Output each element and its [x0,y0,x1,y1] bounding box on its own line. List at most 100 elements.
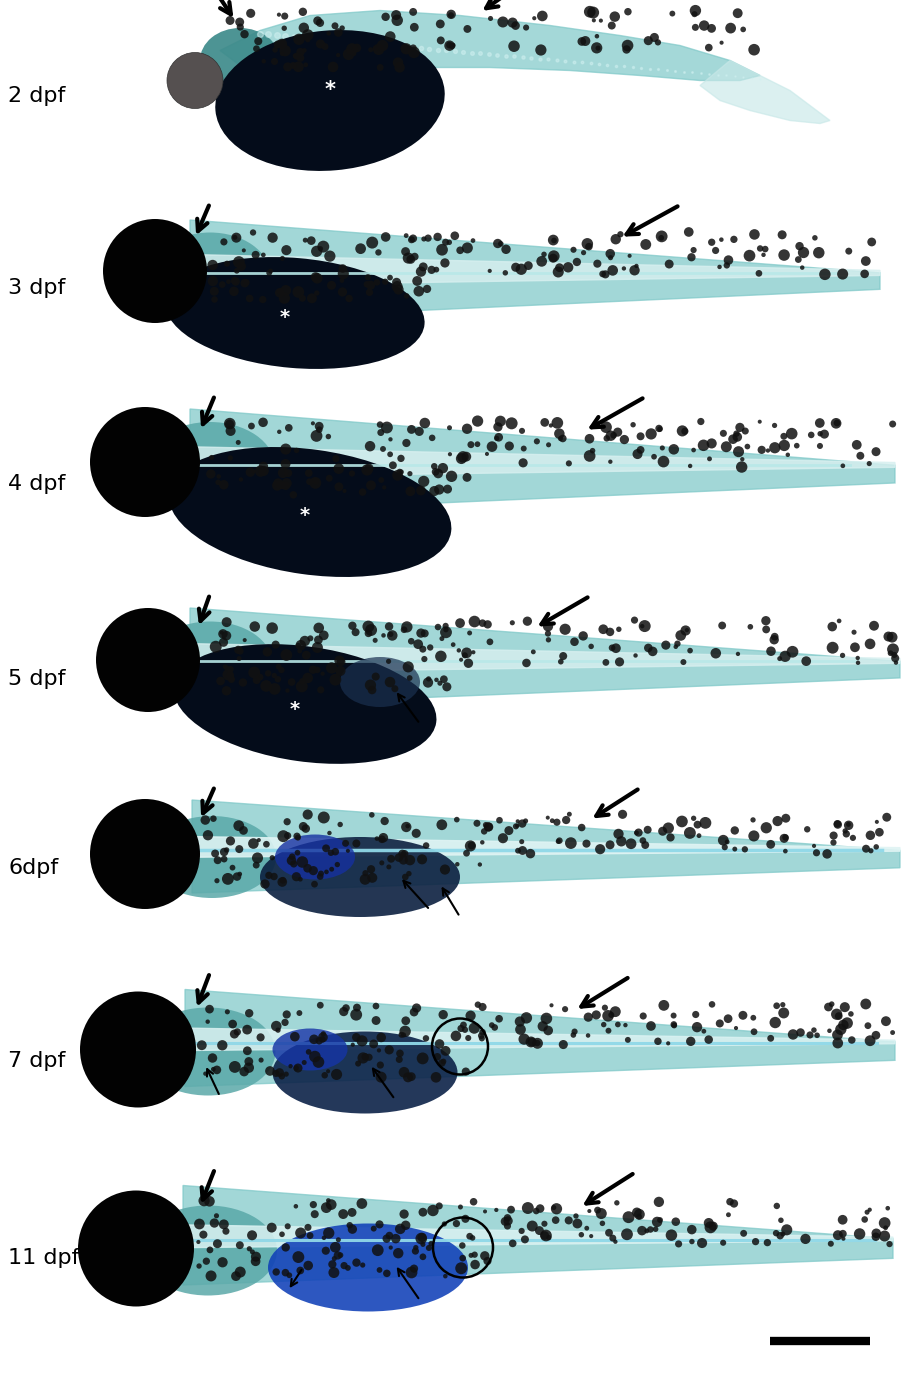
Circle shape [862,845,870,853]
Circle shape [549,253,557,263]
Circle shape [258,417,268,427]
Circle shape [324,870,328,874]
Circle shape [639,621,651,632]
Circle shape [221,687,231,695]
Circle shape [465,841,476,852]
Circle shape [371,1244,383,1256]
Circle shape [293,54,297,58]
Circle shape [302,48,307,52]
Circle shape [296,1267,304,1274]
Circle shape [320,671,325,676]
Circle shape [281,482,290,490]
Circle shape [275,288,285,297]
Circle shape [609,11,620,22]
Circle shape [454,817,459,823]
Circle shape [562,1006,568,1013]
Circle shape [296,48,305,56]
Circle shape [551,238,557,244]
Circle shape [587,7,599,18]
Circle shape [458,1025,465,1032]
Circle shape [770,442,780,453]
Circle shape [521,1013,533,1024]
Circle shape [563,261,574,272]
Circle shape [702,1029,706,1033]
Circle shape [596,45,600,51]
Circle shape [364,464,373,473]
Circle shape [462,242,473,253]
Circle shape [352,839,361,848]
Circle shape [724,1014,733,1024]
Circle shape [366,281,375,290]
Circle shape [284,62,292,72]
Circle shape [346,43,358,55]
Circle shape [484,823,493,831]
Circle shape [462,1068,470,1076]
Circle shape [252,853,263,864]
Circle shape [377,1049,381,1053]
Circle shape [593,260,601,268]
Circle shape [386,659,391,665]
Circle shape [80,992,196,1108]
Circle shape [405,824,410,828]
Circle shape [446,471,458,482]
Circle shape [352,1259,361,1267]
Circle shape [407,487,413,491]
Circle shape [841,1237,845,1241]
Circle shape [217,475,221,479]
Circle shape [229,286,239,296]
Circle shape [306,1049,311,1055]
Circle shape [447,453,452,457]
Circle shape [541,1013,553,1024]
Circle shape [684,227,694,237]
Circle shape [435,623,441,630]
Circle shape [210,455,214,460]
Circle shape [206,1270,217,1281]
Circle shape [732,846,737,852]
Circle shape [225,420,234,429]
Circle shape [570,637,579,647]
Circle shape [601,270,609,278]
Circle shape [298,877,303,882]
Circle shape [471,1252,478,1258]
Circle shape [613,1240,618,1244]
Circle shape [707,23,716,33]
Circle shape [606,431,616,440]
Circle shape [412,1248,419,1255]
Circle shape [296,54,305,62]
Circle shape [294,1204,298,1208]
Circle shape [780,1002,785,1007]
Circle shape [498,241,503,246]
Circle shape [830,839,836,846]
Ellipse shape [150,233,270,318]
Circle shape [359,488,366,495]
Circle shape [495,416,506,427]
Circle shape [786,453,790,457]
Circle shape [609,1234,617,1241]
Circle shape [758,420,762,424]
Circle shape [318,871,324,877]
Circle shape [281,12,288,19]
Circle shape [221,238,228,245]
Circle shape [546,1236,552,1240]
Circle shape [630,266,640,275]
Circle shape [684,627,689,632]
Circle shape [882,813,891,821]
Circle shape [90,799,200,910]
Circle shape [241,30,249,39]
Circle shape [311,881,318,888]
Circle shape [598,18,603,22]
Circle shape [462,424,472,433]
Circle shape [315,422,324,431]
Circle shape [404,854,415,866]
Circle shape [670,11,675,17]
Circle shape [420,1254,426,1260]
Circle shape [247,1230,257,1240]
Circle shape [654,1038,662,1044]
Circle shape [296,681,307,692]
Circle shape [358,1053,369,1064]
Polygon shape [190,255,880,286]
Circle shape [348,1225,357,1234]
Circle shape [328,849,334,856]
Circle shape [480,1251,490,1260]
Circle shape [660,446,665,450]
